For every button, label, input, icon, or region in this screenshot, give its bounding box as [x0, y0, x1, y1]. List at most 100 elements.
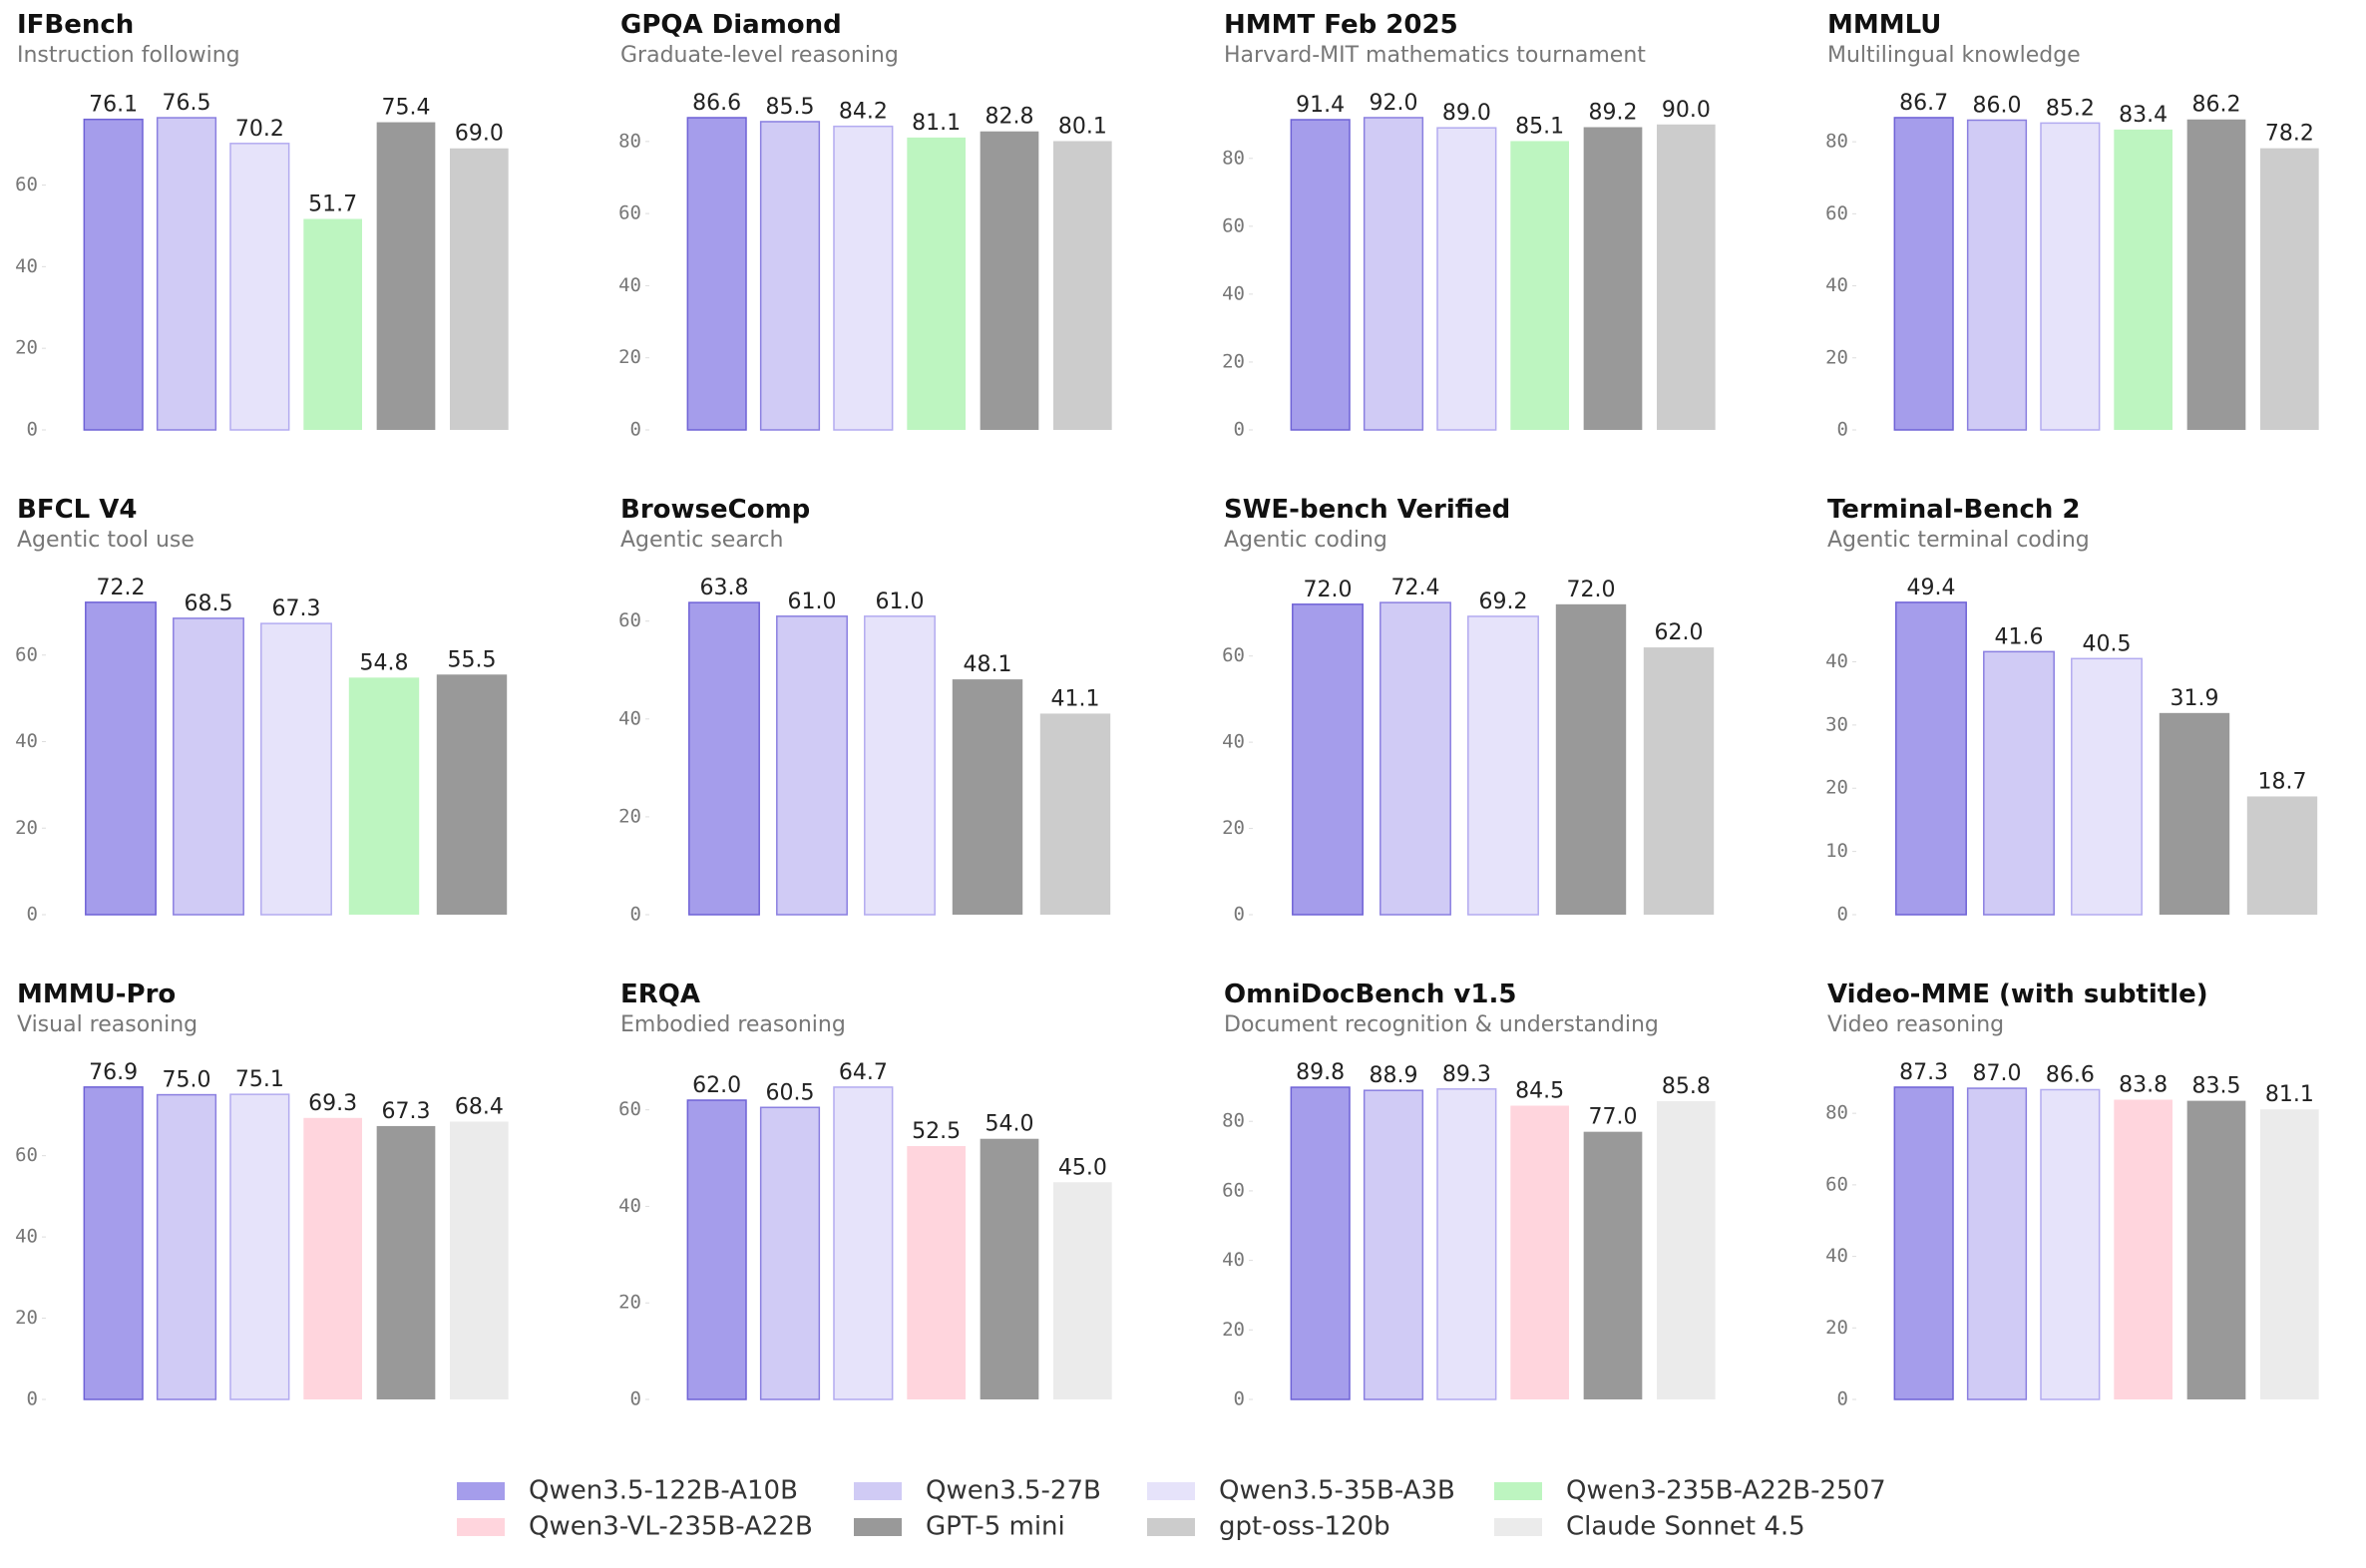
bar [2114, 129, 2172, 430]
value-label: 69.3 [308, 1091, 357, 1116]
y-tick-label: 0 [27, 1388, 38, 1410]
bar [1380, 601, 1451, 916]
value-label: 41.1 [1051, 686, 1100, 711]
bar [1436, 1088, 1497, 1400]
value-label: 51.7 [308, 193, 357, 217]
legend-label: Claude Sonnet 4.5 [1566, 1512, 1805, 1542]
bar [376, 1125, 436, 1399]
panel: BFCL V4 Agentic tool use 0 20 40 60 72.2 68.5 67… [15, 495, 508, 926]
legend-swatch [457, 1482, 505, 1500]
bar [833, 1086, 894, 1400]
chart-subtitle: Video reasoning [1827, 1012, 2004, 1037]
value-label: 81.1 [912, 111, 961, 136]
y-tick-label: 60 [1825, 1173, 1848, 1195]
bar [450, 1121, 509, 1399]
bar [1893, 1086, 1954, 1400]
y-tick-label: 20 [618, 805, 641, 827]
chart-subtitle: Harvard-MIT mathematics tournament [1224, 43, 1646, 68]
y-tick-label: 0 [1234, 419, 1245, 441]
chart-title: Terminal-Bench 2 [1827, 495, 2081, 525]
y-tick-label: 20 [1222, 350, 1245, 372]
bar [1436, 127, 1497, 431]
y-tick-label: 60 [1222, 1179, 1245, 1201]
panel: GPQA Diamond Graduate-level reasoning 0 20 4… [618, 10, 1112, 441]
panel: HMMT Feb 2025 Harvard-MIT mathematics tou… [1222, 10, 1716, 441]
y-tick-label: 20 [1825, 346, 1848, 368]
y-tick-label: 80 [618, 130, 641, 152]
bar [980, 1138, 1039, 1399]
legend-swatch [1494, 1482, 1542, 1500]
value-label: 83.8 [2119, 1073, 2168, 1098]
bar [2260, 148, 2319, 430]
legend-swatch [854, 1482, 902, 1500]
value-label: 69.2 [1479, 589, 1528, 614]
panel: MMMLU Multilingual knowledge 0 20 40 60 80 86.7… [1825, 10, 2319, 441]
value-label: 40.5 [2083, 631, 2132, 656]
y-tick-label: 0 [630, 1388, 641, 1410]
y-tick-label: 0 [1234, 1388, 1245, 1410]
value-label: 77.0 [1589, 1105, 1638, 1130]
y-tick-label: 80 [1825, 1102, 1848, 1124]
value-label: 75.0 [163, 1068, 211, 1093]
y-tick-label: 10 [1825, 840, 1848, 862]
value-label: 60.5 [766, 1080, 815, 1105]
panel: IFBench Instruction following 0 20 40 60 76.1 7… [15, 10, 509, 441]
value-label: 86.6 [2046, 1062, 2095, 1087]
panel: MMMU-Pro Visual reasoning 0 20 40 60 76.9 75.0 7… [15, 980, 509, 1410]
bar [1510, 1105, 1569, 1399]
y-tick-label: 0 [27, 419, 38, 441]
y-tick-label: 0 [1837, 904, 1848, 926]
bar [686, 1099, 747, 1400]
legend-swatch [1494, 1518, 1542, 1536]
y-tick-label: 80 [1222, 1110, 1245, 1132]
value-label: 87.3 [1899, 1060, 1948, 1085]
value-label: 89.2 [1589, 100, 1638, 125]
value-label: 62.0 [1655, 620, 1704, 645]
chart-title: HMMT Feb 2025 [1224, 10, 1458, 40]
y-tick-label: 20 [15, 817, 38, 839]
value-label: 67.3 [272, 596, 321, 621]
y-tick-label: 60 [618, 202, 641, 224]
y-tick-label: 0 [630, 419, 641, 441]
value-label: 67.3 [382, 1099, 431, 1124]
y-tick-label: 60 [1222, 214, 1245, 236]
bar [260, 622, 332, 916]
value-label: 80.1 [1058, 114, 1107, 139]
y-tick-label: 40 [1825, 1245, 1848, 1267]
bar [1895, 601, 1967, 916]
panel: Video-MME (with subtitle) Video reasoning… [1825, 980, 2319, 1410]
bar [85, 601, 157, 916]
y-tick-label: 40 [1825, 650, 1848, 672]
chart-subtitle: Agentic search [620, 528, 783, 553]
chart-subtitle: Instruction following [17, 43, 240, 68]
value-label: 78.2 [2265, 122, 2314, 147]
bar [759, 1106, 821, 1400]
chart-subtitle: Agentic coding [1224, 528, 1387, 553]
bar [688, 601, 760, 916]
bar [348, 677, 420, 915]
chart-subtitle: Document recognition & understanding [1224, 1012, 1659, 1037]
bar [2186, 119, 2246, 430]
y-tick-label: 60 [15, 174, 38, 196]
bar [2186, 1100, 2246, 1399]
y-tick-label: 40 [618, 1195, 641, 1217]
value-label: 86.2 [2192, 93, 2241, 118]
legend-label: Qwen3-VL-235B-A22B [529, 1512, 813, 1542]
bar [83, 118, 144, 431]
bar [1510, 141, 1569, 430]
y-tick-label: 0 [630, 904, 641, 926]
chart-title: MMMLU [1827, 10, 1941, 40]
bar [686, 117, 747, 431]
bar [1583, 1131, 1643, 1399]
y-tick-label: 0 [1837, 419, 1848, 441]
value-label: 92.0 [1370, 91, 1418, 116]
chart-title: BFCL V4 [17, 495, 138, 525]
legend-swatch [1147, 1482, 1195, 1500]
bar [2246, 796, 2318, 915]
y-tick-label: 40 [15, 255, 38, 277]
value-label: 84.2 [839, 100, 888, 125]
value-label: 69.0 [455, 122, 504, 147]
value-label: 18.7 [2258, 769, 2307, 794]
bar [156, 1093, 217, 1400]
